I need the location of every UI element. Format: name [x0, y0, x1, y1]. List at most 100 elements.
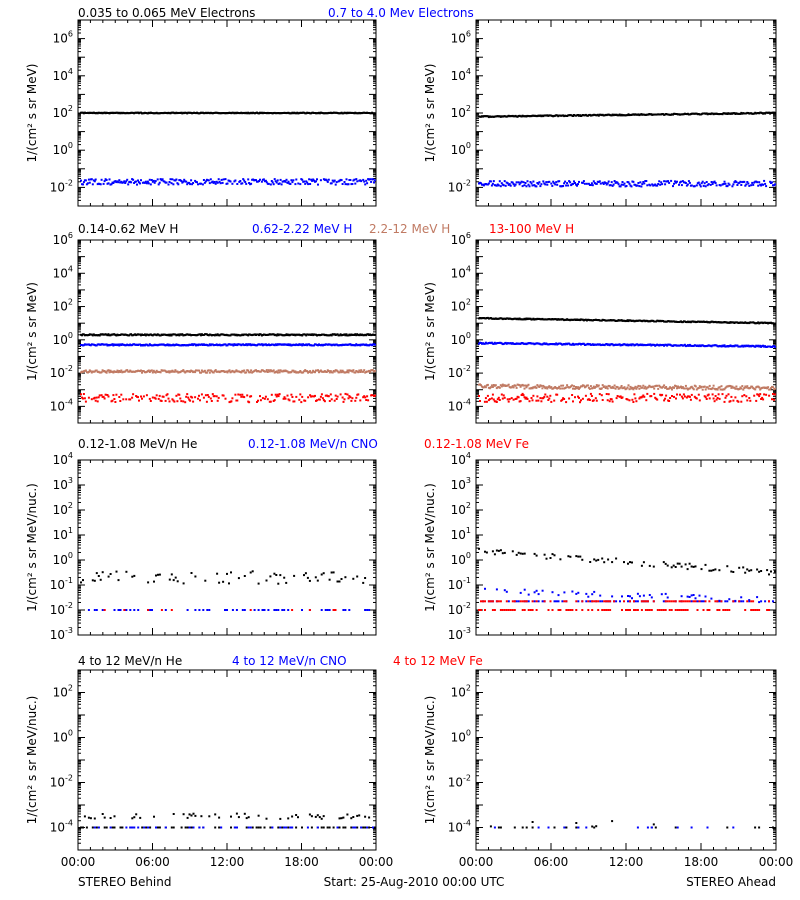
data-point — [711, 387, 714, 390]
data-point — [188, 398, 191, 401]
data-point — [138, 181, 140, 184]
data-point — [517, 396, 520, 399]
data-point — [688, 395, 691, 398]
data-point — [214, 182, 217, 185]
data-point — [592, 385, 595, 388]
data-point — [204, 579, 207, 582]
data-point — [344, 183, 347, 186]
data-point — [243, 609, 246, 611]
data-point — [739, 180, 742, 183]
data-point — [519, 385, 522, 388]
data-point — [730, 395, 733, 398]
data-point — [746, 399, 749, 402]
data-point — [148, 397, 151, 400]
data-point — [701, 180, 704, 183]
data-point — [87, 609, 90, 611]
series-points — [478, 316, 776, 325]
data-point — [758, 395, 761, 398]
data-point — [89, 370, 92, 373]
data-point — [718, 386, 721, 389]
data-point — [649, 343, 652, 346]
data-point — [563, 182, 566, 185]
data-point — [548, 180, 551, 183]
data-point — [547, 399, 550, 401]
data-point — [523, 396, 526, 399]
data-point — [688, 562, 691, 565]
data-point — [348, 395, 351, 398]
data-point — [172, 579, 175, 582]
data-point — [250, 369, 253, 372]
data-point — [269, 183, 272, 186]
data-point — [598, 180, 601, 183]
data-point — [633, 393, 636, 396]
data-point — [498, 399, 501, 401]
data-point — [557, 594, 560, 597]
data-point — [95, 396, 98, 399]
data-point — [267, 609, 270, 611]
data-point — [680, 565, 683, 568]
data-point — [546, 183, 549, 186]
data-point — [759, 388, 762, 391]
data-point — [354, 182, 357, 185]
y-axis-label: 1/(cm² s sr MeV) — [25, 64, 39, 163]
data-point — [521, 552, 524, 555]
data-point — [366, 182, 369, 185]
data-point — [133, 574, 136, 577]
data-point — [226, 371, 229, 374]
data-point — [139, 182, 141, 185]
data-point — [663, 180, 666, 183]
data-point — [216, 572, 219, 575]
data-point — [362, 370, 365, 373]
data-point — [159, 178, 162, 181]
data-point — [289, 183, 292, 185]
data-point — [545, 557, 548, 560]
data-point — [306, 576, 309, 579]
data-point — [103, 609, 106, 611]
data-point — [701, 388, 704, 391]
data-point — [495, 401, 498, 403]
data-point — [538, 386, 541, 388]
data-point — [537, 399, 540, 402]
data-point — [629, 561, 631, 564]
data-point — [103, 397, 106, 400]
data-point — [519, 400, 522, 403]
data-point — [492, 180, 495, 183]
data-point — [168, 578, 171, 581]
data-point — [758, 386, 761, 389]
data-point — [628, 182, 631, 185]
data-point — [273, 178, 276, 181]
data-point — [562, 185, 565, 187]
data-point — [741, 395, 744, 398]
data-point — [572, 400, 574, 403]
data-point — [534, 385, 537, 388]
data-point — [250, 395, 253, 398]
data-point — [613, 384, 616, 387]
data-point — [698, 399, 701, 402]
data-point — [145, 394, 148, 397]
data-point — [158, 573, 161, 576]
data-point — [774, 322, 776, 325]
data-point — [484, 397, 487, 400]
data-point — [520, 394, 523, 396]
data-point — [553, 182, 556, 185]
data-point — [93, 396, 96, 399]
data-point — [752, 183, 755, 186]
data-point — [595, 399, 598, 402]
data-point — [177, 183, 180, 186]
data-point — [169, 178, 172, 181]
data-point — [133, 609, 136, 611]
data-point — [176, 580, 179, 583]
data-point — [495, 184, 498, 187]
data-point — [122, 398, 125, 401]
data-point — [765, 393, 768, 396]
data-point — [363, 395, 366, 398]
data-point — [646, 392, 649, 395]
data-point — [771, 181, 773, 184]
data-point — [274, 393, 277, 396]
data-point — [563, 591, 566, 594]
data-point — [640, 564, 643, 567]
data-point — [628, 399, 631, 402]
data-point — [531, 387, 534, 390]
data-point — [82, 181, 85, 184]
data-point — [556, 183, 559, 186]
